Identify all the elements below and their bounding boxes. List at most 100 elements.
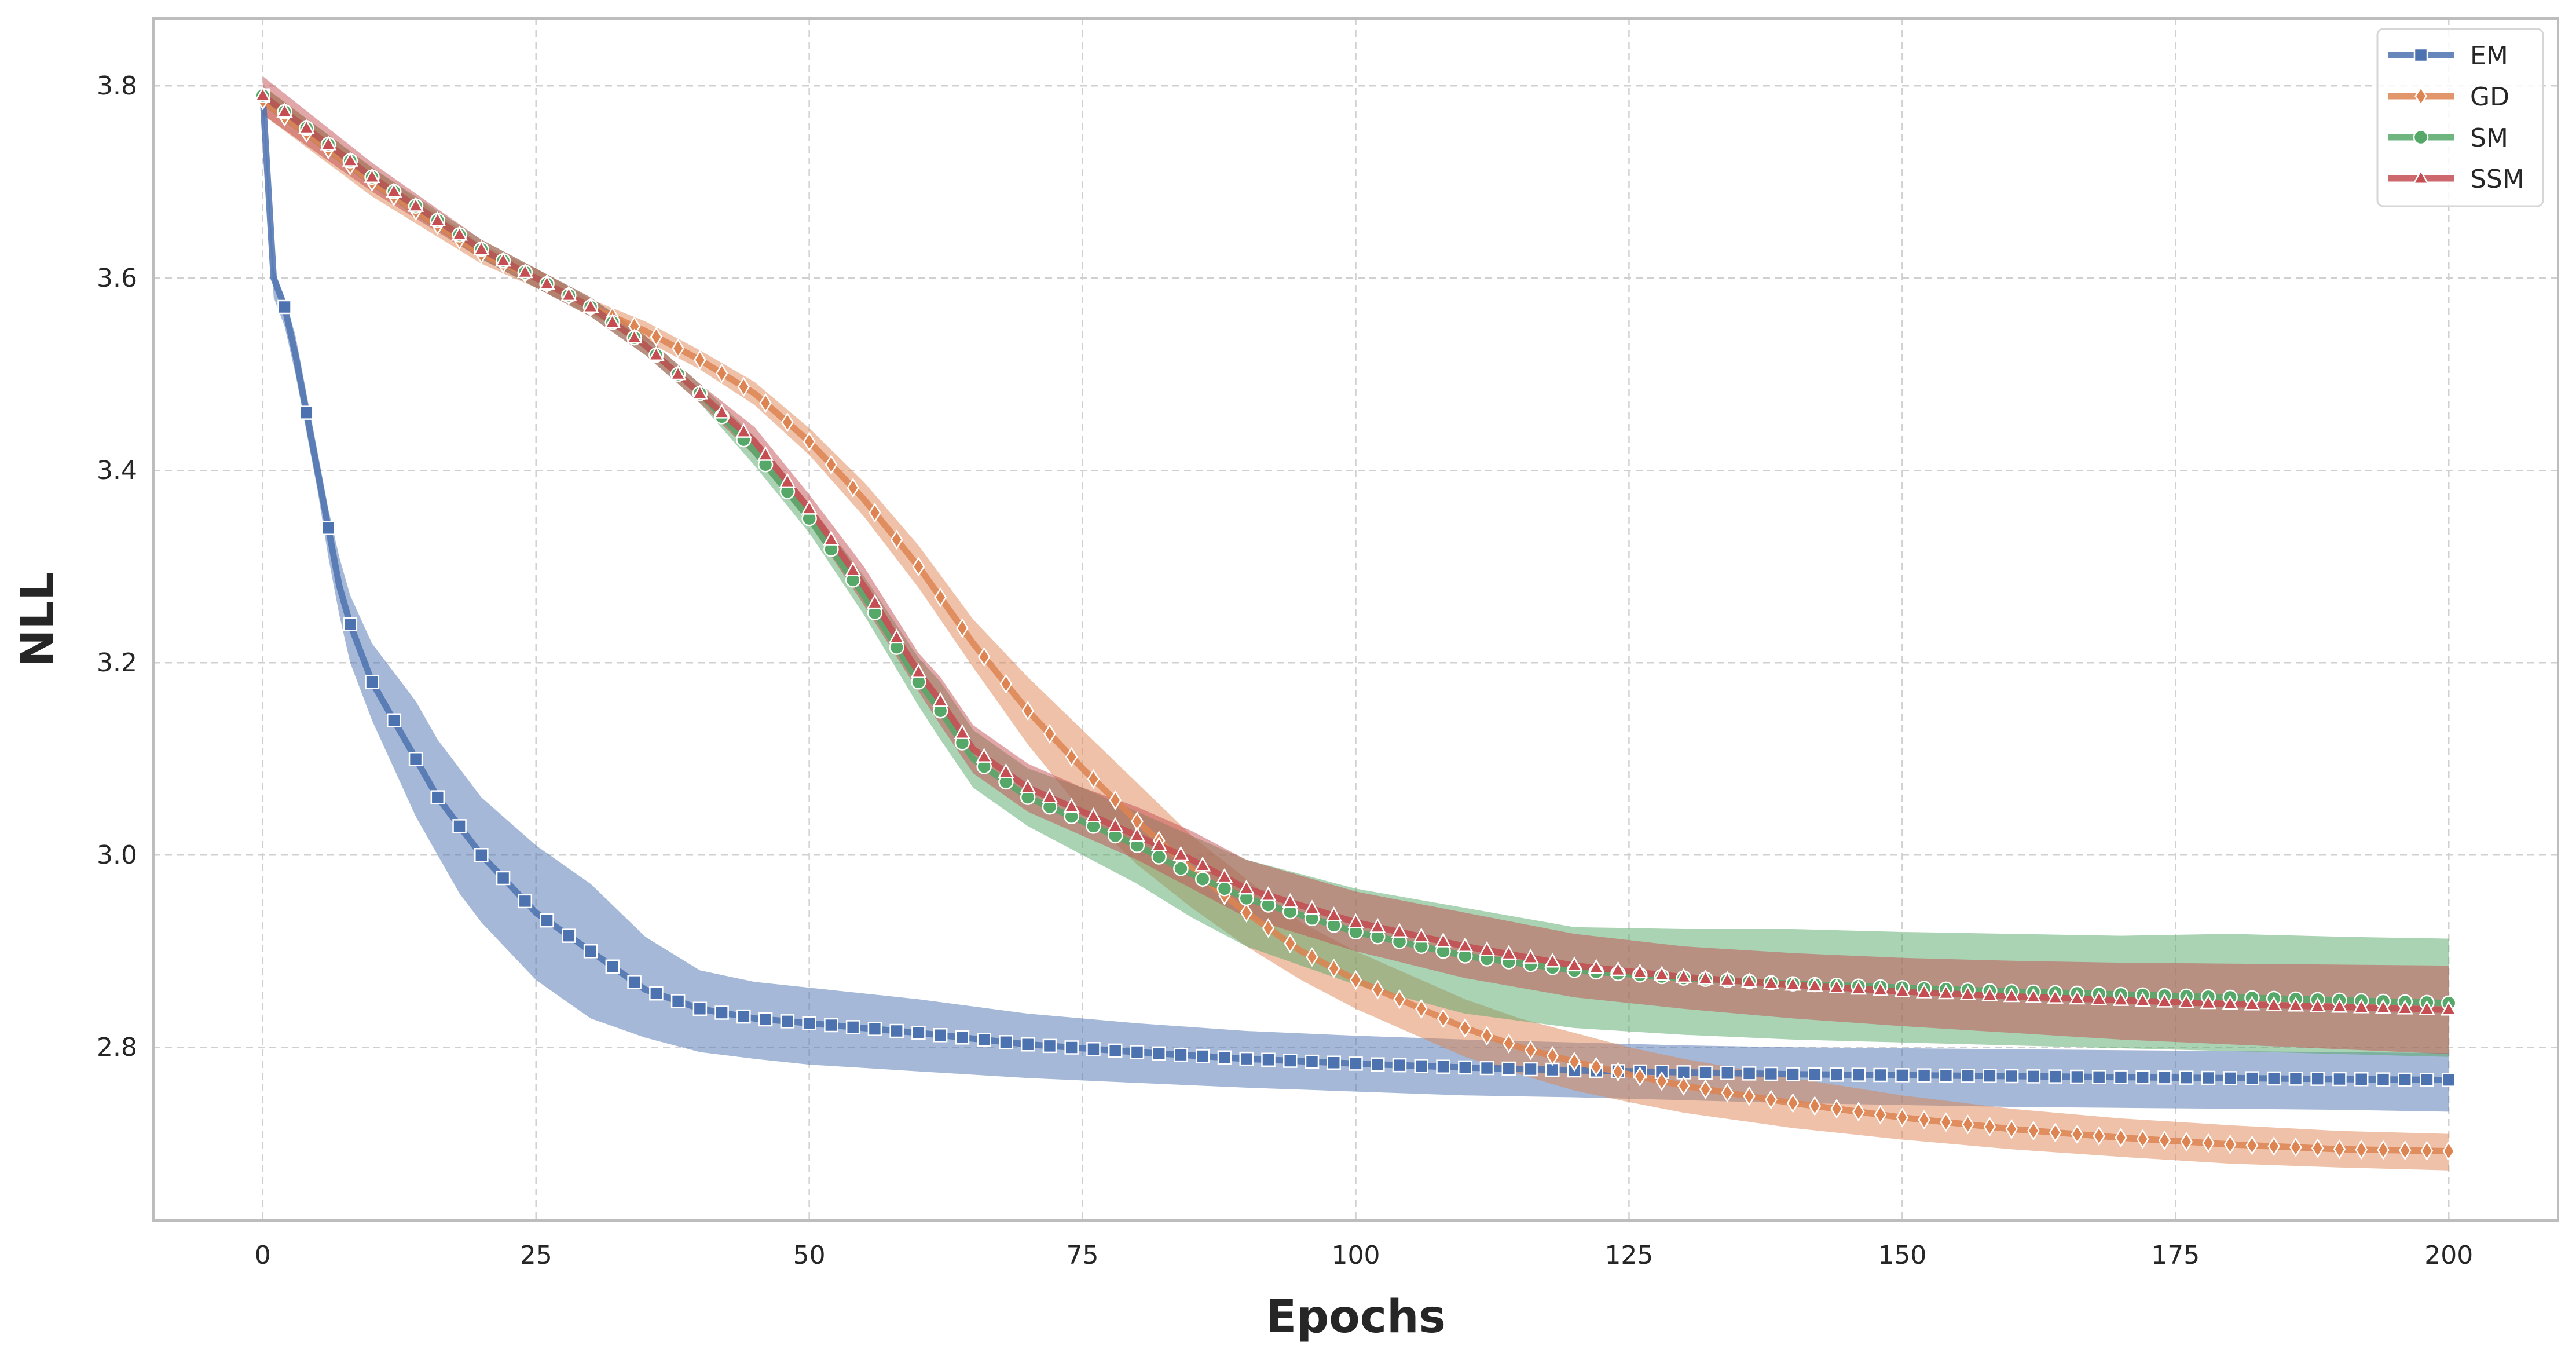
marker-gd — [1655, 1071, 1668, 1091]
marker-ssm — [1282, 893, 1299, 908]
marker-em — [2157, 1070, 2172, 1085]
marker-ssm — [1413, 927, 1430, 943]
legend-marker-sm — [2413, 129, 2429, 145]
marker-gd — [1918, 1110, 1930, 1130]
marker-ssm — [1784, 975, 1801, 991]
marker-em — [1917, 1068, 1932, 1083]
marker-ssm — [1915, 983, 1933, 999]
marker-gd — [803, 431, 816, 452]
marker-em — [1523, 1062, 1538, 1077]
marker-ssm — [2309, 997, 2326, 1012]
marker-gd — [890, 529, 903, 550]
marker-ssm — [560, 286, 577, 302]
marker-ssm — [1719, 971, 1736, 986]
marker-gd — [2245, 1135, 2259, 1155]
marker-ssm — [1085, 807, 1102, 822]
marker-em — [387, 713, 401, 728]
marker-em — [1873, 1067, 1888, 1083]
marker-em — [2004, 1069, 2019, 1084]
marker-em — [365, 675, 379, 689]
marker-em — [2201, 1070, 2216, 1085]
marker-em — [562, 928, 576, 943]
x-tick-label: 125 — [1604, 1241, 1653, 1270]
marker-ssm — [1019, 778, 1036, 794]
marker-em — [1764, 1066, 1779, 1081]
marker-ssm — [1610, 961, 1626, 977]
marker-em — [1742, 1066, 1757, 1081]
marker-em — [649, 986, 664, 1001]
marker-em — [1239, 1051, 1254, 1066]
marker-em — [999, 1034, 1013, 1049]
marker-em — [1195, 1049, 1210, 1063]
marker-gd — [1611, 1062, 1625, 1082]
marker-ssm — [342, 151, 359, 167]
marker-em — [824, 1018, 838, 1033]
marker-em — [2048, 1069, 2062, 1084]
marker-em — [1983, 1069, 1997, 1083]
marker-ssm — [757, 445, 774, 461]
marker-gd — [2093, 1126, 2105, 1146]
marker-em — [2266, 1071, 2281, 1086]
marker-em — [518, 894, 533, 909]
marker-em — [1349, 1056, 1363, 1071]
marker-ssm — [2375, 999, 2392, 1014]
marker-gd — [1065, 747, 1078, 767]
x-tick-label: 25 — [520, 1241, 552, 1270]
marker-gd — [2398, 1140, 2412, 1161]
marker-em — [343, 617, 358, 632]
marker-gd — [2158, 1130, 2171, 1151]
marker-gd — [2223, 1134, 2237, 1155]
marker-gd — [2267, 1136, 2281, 1157]
marker-ssm — [844, 561, 862, 576]
marker-ssm — [1063, 798, 1080, 813]
marker-gd — [1437, 1008, 1450, 1029]
marker-ssm — [801, 499, 818, 515]
marker-em — [1851, 1067, 1866, 1082]
marker-em — [1042, 1038, 1057, 1054]
marker-gd — [2442, 1141, 2456, 1161]
marker-ssm — [1675, 968, 1692, 983]
marker-ssm — [1325, 906, 1342, 921]
marker-ssm — [976, 748, 992, 763]
marker-em — [1392, 1058, 1407, 1073]
marker-ssm — [691, 384, 709, 400]
marker-gd — [694, 350, 706, 370]
marker-em — [2288, 1072, 2303, 1086]
marker-em — [1371, 1057, 1385, 1072]
marker-em — [1961, 1069, 1975, 1083]
marker-gd — [1459, 1018, 1472, 1038]
marker-ssm — [1238, 879, 1255, 895]
x-tick-label: 0 — [255, 1241, 271, 1270]
marker-ssm — [298, 119, 315, 134]
marker-ssm — [1216, 868, 1233, 883]
marker-gd — [1240, 902, 1253, 923]
marker-ssm — [1391, 923, 1408, 938]
marker-gd — [672, 338, 684, 359]
marker-em — [802, 1016, 816, 1030]
line-ssm — [261, 93, 2449, 1013]
marker-em — [2441, 1073, 2456, 1087]
marker-gd — [737, 376, 750, 397]
marker-gd — [1699, 1079, 1712, 1099]
marker-em — [1829, 1067, 1844, 1082]
x-axis-label: Epochs — [1266, 1291, 1446, 1343]
x-tick-label: 150 — [1878, 1241, 1926, 1270]
marker-gd — [1087, 769, 1100, 789]
legend-label-ssm: SSM — [2470, 164, 2524, 194]
marker-gd — [1371, 979, 1384, 1000]
marker-ssm — [626, 328, 643, 344]
marker-em — [845, 1020, 860, 1034]
marker-em — [670, 994, 686, 1008]
marker-ssm — [866, 594, 884, 609]
marker-ssm — [516, 263, 534, 279]
marker-ssm — [1303, 899, 1321, 915]
marker-em — [2135, 1070, 2150, 1085]
marker-gd — [1021, 701, 1035, 721]
marker-ssm — [1544, 952, 1561, 968]
marker-gd — [2420, 1140, 2434, 1161]
marker-gd — [1677, 1076, 1690, 1096]
marker-em — [2376, 1072, 2391, 1087]
marker-ssm — [2090, 990, 2108, 1005]
